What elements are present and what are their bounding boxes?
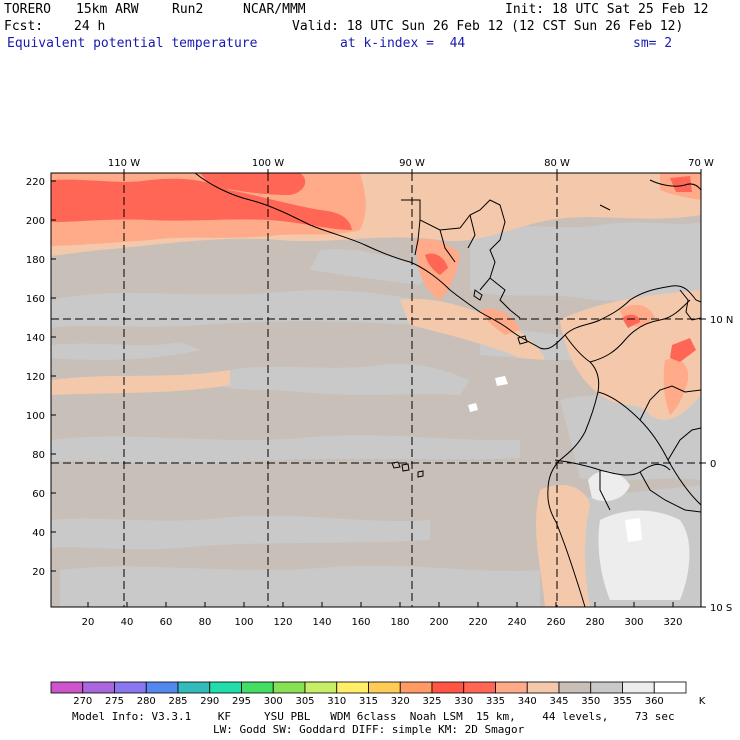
colorbar-level-label: 325 xyxy=(422,696,441,707)
colorbar-level-label: 335 xyxy=(486,696,505,707)
field-shading xyxy=(51,173,701,607)
left-tick-label: 120 xyxy=(26,372,45,383)
left-tick-label: 80 xyxy=(32,450,45,461)
left-tick-label: 20 xyxy=(32,567,45,578)
forecast-hour: 24 h xyxy=(74,19,106,34)
left-tick-label: 220 xyxy=(26,177,45,188)
latitude-label: 10 S xyxy=(710,603,732,614)
colorbar-swatch xyxy=(368,681,401,694)
left-tick-label: 200 xyxy=(26,216,45,227)
forecast-label: Fcst: xyxy=(4,19,44,34)
bottom-tick-label: 240 xyxy=(507,617,526,628)
colorbar-level-label: 290 xyxy=(200,696,219,707)
top-longitude-labels: 110 W 100 W 90 W 80 W 70 W xyxy=(108,158,714,173)
init-time: Init: 18 UTC Sat 25 Feb 12 xyxy=(505,2,709,17)
field-title: Equivalent potential temperature xyxy=(7,36,258,51)
bottom-tick-label: 300 xyxy=(624,617,643,628)
bottom-tick-label: 40 xyxy=(121,617,134,628)
longitude-label: 110 W xyxy=(108,158,140,169)
level-label: at k-index = 44 xyxy=(340,36,466,51)
smoothing-label: sm= 2 xyxy=(633,36,673,51)
left-tick-label: 100 xyxy=(26,411,45,422)
colorbar-level-label: 320 xyxy=(391,696,410,707)
org-label: NCAR/MMM xyxy=(243,2,306,17)
colorbar-swatch xyxy=(209,681,242,694)
bottom-tick-label: 260 xyxy=(546,617,565,628)
colorbar-swatch xyxy=(82,681,115,694)
colorbar-level-label: 270 xyxy=(73,696,92,707)
colorbar-swatch xyxy=(431,681,465,694)
colorbar-swatch xyxy=(463,681,496,694)
model-info: Model Info: V3.3.1 KF YSU PBL WDM 6class… xyxy=(72,710,675,723)
colorbar-swatch xyxy=(114,681,147,694)
coastlines xyxy=(194,173,701,607)
latitude-label: 10 N xyxy=(710,315,733,326)
bottom-tick-label: 60 xyxy=(160,617,173,628)
bottom-tick-label: 180 xyxy=(390,617,409,628)
longitude-label: 90 W xyxy=(399,158,425,169)
colorbar-level-label: 330 xyxy=(454,696,473,707)
bottom-tick-label: 100 xyxy=(234,617,253,628)
colorbar-level-label: 305 xyxy=(295,696,314,707)
graticule xyxy=(51,173,701,607)
colorbar-swatch xyxy=(272,681,306,694)
colorbar-level-label: 340 xyxy=(518,696,537,707)
left-tick-label: 180 xyxy=(26,255,45,266)
colorbar-level-label: 280 xyxy=(137,696,156,707)
longitude-label: 70 W xyxy=(688,158,714,169)
bottom-tick-label: 220 xyxy=(468,617,487,628)
colorbar-swatch xyxy=(145,681,179,694)
colorbar-swatch xyxy=(526,681,560,694)
colorbar-swatch xyxy=(590,681,623,694)
colorbar-level-label: 360 xyxy=(645,696,664,707)
bottom-tick-label: 280 xyxy=(585,617,604,628)
colorbar-level-label: 350 xyxy=(581,696,600,707)
longitude-label: 80 W xyxy=(544,158,570,169)
colorbar-unit-label: K xyxy=(699,696,706,707)
left-grid-ticks: 220 200 180 160 140 120 100 80 60 40 20 xyxy=(26,177,56,578)
colorbar-level-label: 295 xyxy=(232,696,251,707)
colorbar xyxy=(50,681,687,694)
bottom-tick-label: 160 xyxy=(351,617,370,628)
physics-info: LW: Godd SW: Goddard DIFF: simple KM: 2D… xyxy=(213,723,525,736)
bottom-tick-label: 140 xyxy=(312,617,331,628)
left-tick-label: 140 xyxy=(26,333,45,344)
colorbar-swatch xyxy=(241,681,274,694)
right-latitude-labels: 10 N 0 10 S xyxy=(701,315,733,614)
model-name: TORERO xyxy=(4,2,51,17)
colorbar-swatch xyxy=(495,681,528,694)
latitude-label: 0 xyxy=(710,459,716,470)
colorbar-level-label: 345 xyxy=(549,696,568,707)
model-resolution: 15km ARW xyxy=(76,2,139,17)
bottom-tick-label: 20 xyxy=(82,617,95,628)
map-frame xyxy=(50,172,702,608)
longitude-label: 100 W xyxy=(252,158,284,169)
left-tick-label: 40 xyxy=(32,528,45,539)
colorbar-labels: 270 275 280 285 290 295 300 305 310 315 320 325 330 3… xyxy=(73,696,706,707)
bottom-tick-label: 200 xyxy=(429,617,448,628)
colorbar-level-label: 310 xyxy=(327,696,346,707)
bottom-grid-ticks: 20 40 60 80 100 120 140 160 180 200 220 240 260 280 30… xyxy=(82,602,683,628)
colorbar-swatch xyxy=(336,681,369,694)
run-label: Run2 xyxy=(172,2,204,17)
colorbar-swatch xyxy=(177,681,211,694)
colorbar-level-label: 300 xyxy=(264,696,283,707)
bottom-tick-label: 80 xyxy=(199,617,212,628)
left-tick-label: 60 xyxy=(32,489,45,500)
colorbar-swatch xyxy=(399,681,433,694)
bottom-tick-label: 120 xyxy=(273,617,292,628)
bottom-tick-label: 320 xyxy=(663,617,682,628)
colorbar-swatch xyxy=(558,681,592,694)
colorbar-swatch xyxy=(653,681,687,694)
colorbar-swatch xyxy=(304,681,338,694)
valid-time: Valid: 18 UTC Sun 26 Feb 12 (12 CST Sun … xyxy=(292,19,684,34)
colorbar-swatch xyxy=(50,681,84,694)
colorbar-level-label: 285 xyxy=(168,696,187,707)
colorbar-level-label: 315 xyxy=(359,696,378,707)
left-tick-label: 160 xyxy=(26,294,45,305)
colorbar-level-label: 355 xyxy=(613,696,632,707)
colorbar-swatch xyxy=(622,681,655,694)
colorbar-level-label: 275 xyxy=(105,696,124,707)
